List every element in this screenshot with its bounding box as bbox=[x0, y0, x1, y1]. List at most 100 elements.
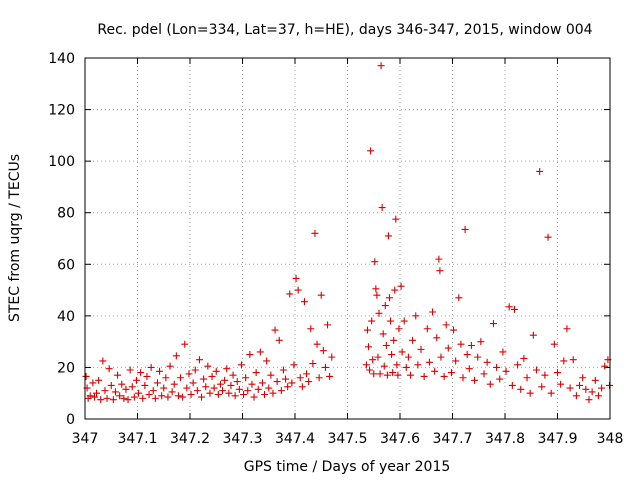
data-point bbox=[370, 370, 378, 378]
data-point bbox=[594, 392, 602, 400]
data-point bbox=[547, 389, 555, 397]
data-point bbox=[395, 325, 403, 333]
data-point bbox=[164, 393, 172, 401]
data-point bbox=[122, 385, 130, 393]
data-point bbox=[303, 370, 311, 378]
data-point bbox=[377, 62, 385, 70]
data-point bbox=[162, 374, 170, 382]
data-point bbox=[601, 362, 609, 370]
data-point bbox=[588, 388, 596, 396]
data-point bbox=[82, 372, 90, 380]
data-point bbox=[459, 374, 467, 382]
data-point bbox=[223, 365, 231, 373]
data-point bbox=[560, 357, 568, 365]
x-tick-label: 347.8 bbox=[485, 431, 525, 447]
data-point bbox=[444, 344, 452, 352]
data-point bbox=[420, 372, 428, 380]
data-point bbox=[382, 342, 390, 350]
y-tick-label: 140 bbox=[48, 51, 75, 67]
data-point bbox=[99, 357, 107, 365]
data-point bbox=[477, 338, 485, 346]
y-tick-label: 100 bbox=[48, 154, 75, 170]
data-point bbox=[198, 393, 206, 401]
data-point bbox=[378, 204, 386, 212]
data-point bbox=[231, 392, 239, 400]
data-point bbox=[510, 305, 518, 313]
data-point bbox=[90, 393, 98, 401]
axis-ticks: 0 20 40 60 80 100 120 140 347 347.1 347.2 347.3 347.… bbox=[48, 51, 623, 447]
data-point bbox=[541, 371, 549, 379]
x-tick-label: 347.7 bbox=[432, 431, 472, 447]
x-tick-label: 347.4 bbox=[275, 431, 315, 447]
data-point bbox=[435, 255, 443, 263]
data-point bbox=[225, 389, 233, 397]
data-point bbox=[294, 286, 302, 294]
data-point bbox=[105, 365, 113, 373]
data-point bbox=[126, 366, 134, 374]
data-point bbox=[216, 380, 224, 388]
data-point bbox=[386, 294, 393, 302]
data-point bbox=[156, 367, 164, 375]
x-tick-label: 347.5 bbox=[327, 431, 367, 447]
data-point bbox=[383, 371, 391, 379]
data-point bbox=[273, 378, 281, 386]
data-point bbox=[397, 282, 405, 290]
data-point bbox=[286, 290, 294, 298]
data-point bbox=[305, 378, 313, 386]
data-point bbox=[363, 326, 371, 334]
data-point bbox=[367, 147, 375, 155]
data-point bbox=[311, 229, 319, 237]
data-point bbox=[457, 340, 465, 348]
data-point bbox=[284, 383, 292, 391]
data-point bbox=[389, 369, 397, 377]
data-point bbox=[533, 366, 540, 374]
data-point bbox=[282, 375, 290, 383]
data-point bbox=[86, 392, 94, 400]
data-point bbox=[369, 356, 377, 364]
data-point bbox=[193, 387, 201, 395]
data-point bbox=[179, 393, 187, 401]
data-point bbox=[240, 391, 248, 399]
data-point bbox=[569, 356, 577, 364]
data-point bbox=[425, 358, 433, 366]
data-point bbox=[508, 381, 516, 389]
data-point bbox=[417, 345, 425, 353]
data-point bbox=[550, 340, 558, 348]
data-point bbox=[442, 321, 450, 329]
data-point bbox=[292, 274, 300, 282]
data-point bbox=[373, 291, 381, 299]
data-point bbox=[493, 363, 501, 371]
data-point bbox=[366, 366, 374, 374]
y-tick-label: 40 bbox=[57, 309, 75, 325]
data-point bbox=[523, 374, 531, 382]
data-point bbox=[585, 396, 593, 404]
x-tick-label: 347.1 bbox=[117, 431, 157, 447]
data-point bbox=[404, 353, 412, 361]
data-point bbox=[321, 363, 329, 371]
data-point bbox=[208, 372, 216, 380]
data-point bbox=[185, 370, 193, 378]
grid bbox=[85, 58, 610, 419]
data-point bbox=[128, 383, 136, 391]
data-point bbox=[582, 385, 590, 393]
data-point bbox=[591, 376, 599, 384]
data-point bbox=[97, 396, 105, 404]
data-point bbox=[309, 360, 317, 368]
data-point bbox=[256, 348, 264, 356]
data-point bbox=[379, 330, 387, 338]
data-point bbox=[107, 381, 115, 389]
data-point bbox=[158, 392, 166, 400]
data-point bbox=[317, 291, 325, 299]
data-point bbox=[254, 385, 262, 393]
data-point bbox=[328, 353, 336, 361]
data-point bbox=[242, 374, 250, 382]
data-point bbox=[227, 381, 235, 389]
data-point bbox=[576, 381, 584, 389]
data-point bbox=[467, 342, 475, 350]
data-point bbox=[263, 357, 271, 365]
y-tick-label: 20 bbox=[57, 360, 75, 376]
data-point bbox=[376, 370, 384, 378]
data-point bbox=[579, 374, 587, 382]
data-point bbox=[463, 351, 471, 359]
